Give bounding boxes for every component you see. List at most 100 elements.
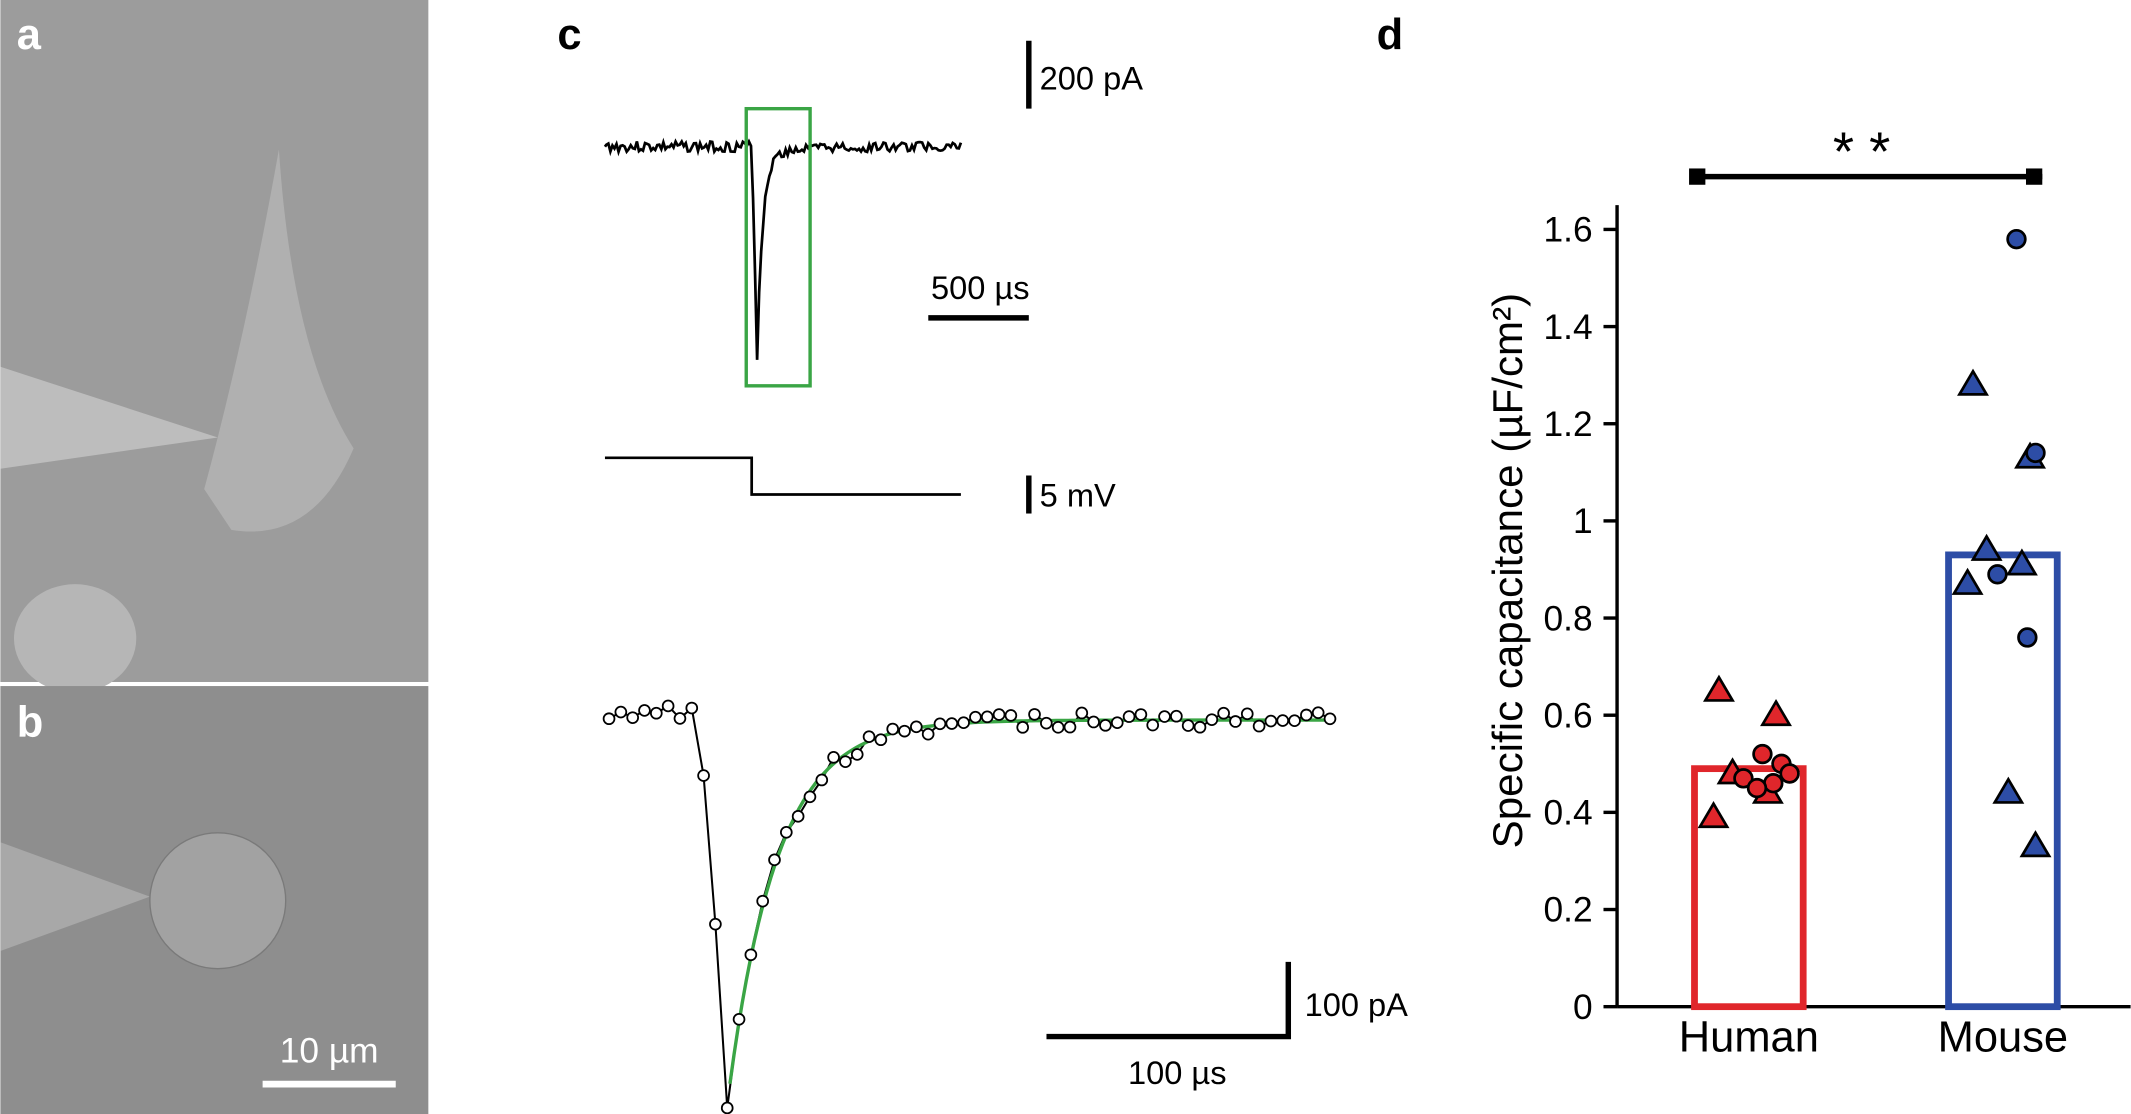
y-tick-label: 0.4 <box>1544 794 1593 833</box>
sample-point <box>1252 719 1266 733</box>
sample-point <box>1181 719 1195 732</box>
scale-label: 500 µs <box>931 269 1030 306</box>
sample-point <box>1028 708 1041 721</box>
cell <box>13 584 137 693</box>
sample-point <box>1087 715 1100 729</box>
sample-point <box>1193 720 1207 734</box>
sample-point <box>933 717 947 731</box>
sample-point <box>1004 709 1018 722</box>
circle-point <box>1746 777 1768 799</box>
y-tick-label: 0.6 <box>1544 696 1593 735</box>
sample-point <box>980 710 994 724</box>
sample-point <box>1217 706 1230 720</box>
soma <box>149 832 287 970</box>
sample-point <box>898 724 911 738</box>
sample-point <box>969 710 982 724</box>
sample-point <box>768 853 781 867</box>
voltage-step <box>604 456 961 496</box>
x-tick-label: Mouse <box>1938 1014 2068 1062</box>
sample-point <box>1264 714 1278 728</box>
sample-point <box>1063 720 1077 734</box>
sample-point <box>673 712 687 725</box>
zoom-box <box>744 106 812 388</box>
sample-point <box>744 948 758 962</box>
circle-point <box>2006 228 2027 250</box>
triangle-point <box>1760 698 1792 727</box>
y-tick-label: 1.2 <box>1544 405 1593 444</box>
sample-point <box>1122 710 1136 723</box>
sample-point <box>827 751 840 764</box>
sample-point <box>1016 721 1030 734</box>
sample-point <box>602 712 616 726</box>
significance: * * <box>1833 121 1890 182</box>
sample-point <box>1134 708 1148 721</box>
scale-label: 100 pA <box>1305 986 1409 1023</box>
current-trace <box>603 137 963 360</box>
circle-point <box>1763 773 1784 794</box>
sample-point <box>780 825 793 839</box>
sample-point <box>1240 707 1254 721</box>
circle-point <box>1987 564 2008 585</box>
sample-point <box>1146 718 1160 732</box>
y-tick-label: 1.6 <box>1544 211 1593 250</box>
sample-point <box>839 755 852 768</box>
y-tick-label: 1.4 <box>1544 308 1593 347</box>
zoom-trace <box>608 704 1331 1109</box>
bar <box>1945 551 2061 1011</box>
sample-point <box>815 773 829 787</box>
neuron <box>204 149 354 532</box>
x-tick-label: Human <box>1679 1014 1819 1062</box>
scale-label: 5 mV <box>1040 477 1116 514</box>
panel-label: a <box>17 11 42 59</box>
triangle-point <box>1957 368 1989 396</box>
sample-point <box>921 727 935 741</box>
triangle-point <box>1702 674 1735 702</box>
sample-point <box>1040 716 1053 730</box>
circle-point <box>2017 627 2038 648</box>
scale-bar <box>1046 961 1292 1040</box>
sample-point <box>886 722 900 736</box>
sample-point <box>732 1012 746 1026</box>
circle-point <box>1779 763 1800 784</box>
sample-point <box>709 917 722 931</box>
sample-point <box>910 720 923 734</box>
triangle-point <box>1951 567 1984 595</box>
bar-end <box>1689 168 1706 185</box>
bar <box>1691 765 1807 1011</box>
sample-point <box>1288 714 1301 728</box>
sample-point <box>992 708 1006 721</box>
y-tick-label: 0.2 <box>1544 891 1593 930</box>
sample-point <box>1051 721 1065 734</box>
sample-point <box>1158 710 1171 723</box>
scale-label: 10 µm <box>280 1031 379 1070</box>
y-tick-label: 1 <box>1573 502 1593 541</box>
sample-point <box>661 699 675 713</box>
sample-point <box>649 706 663 720</box>
bar-end <box>2025 168 2043 185</box>
triangle-point <box>1970 533 2003 561</box>
scale-label: 100 µs <box>1128 1054 1227 1091</box>
sample-point <box>626 711 639 724</box>
triangle-point <box>1992 776 2025 804</box>
sample-point <box>1276 714 1290 727</box>
sample-point <box>874 733 888 747</box>
circle-point <box>1733 768 1754 789</box>
sample-point <box>957 716 970 730</box>
circle-point <box>1752 743 1773 765</box>
y-tick-label: 0 <box>1573 988 1593 1027</box>
sample-point <box>1323 712 1337 726</box>
sample-point <box>1075 706 1089 720</box>
sample-point <box>1099 719 1112 732</box>
y-tick-label: 0.8 <box>1544 599 1593 638</box>
exp-fit <box>728 718 1330 1084</box>
scale-label: 200 pA <box>1040 60 1144 97</box>
sample-point <box>850 748 864 761</box>
triangle-point <box>1697 800 1730 829</box>
sample-point <box>803 790 817 804</box>
pipette <box>0 842 150 951</box>
sample-point <box>1110 716 1124 730</box>
sample-point <box>685 701 699 715</box>
sample-point <box>1300 708 1313 722</box>
triangle-point <box>2019 830 2052 858</box>
